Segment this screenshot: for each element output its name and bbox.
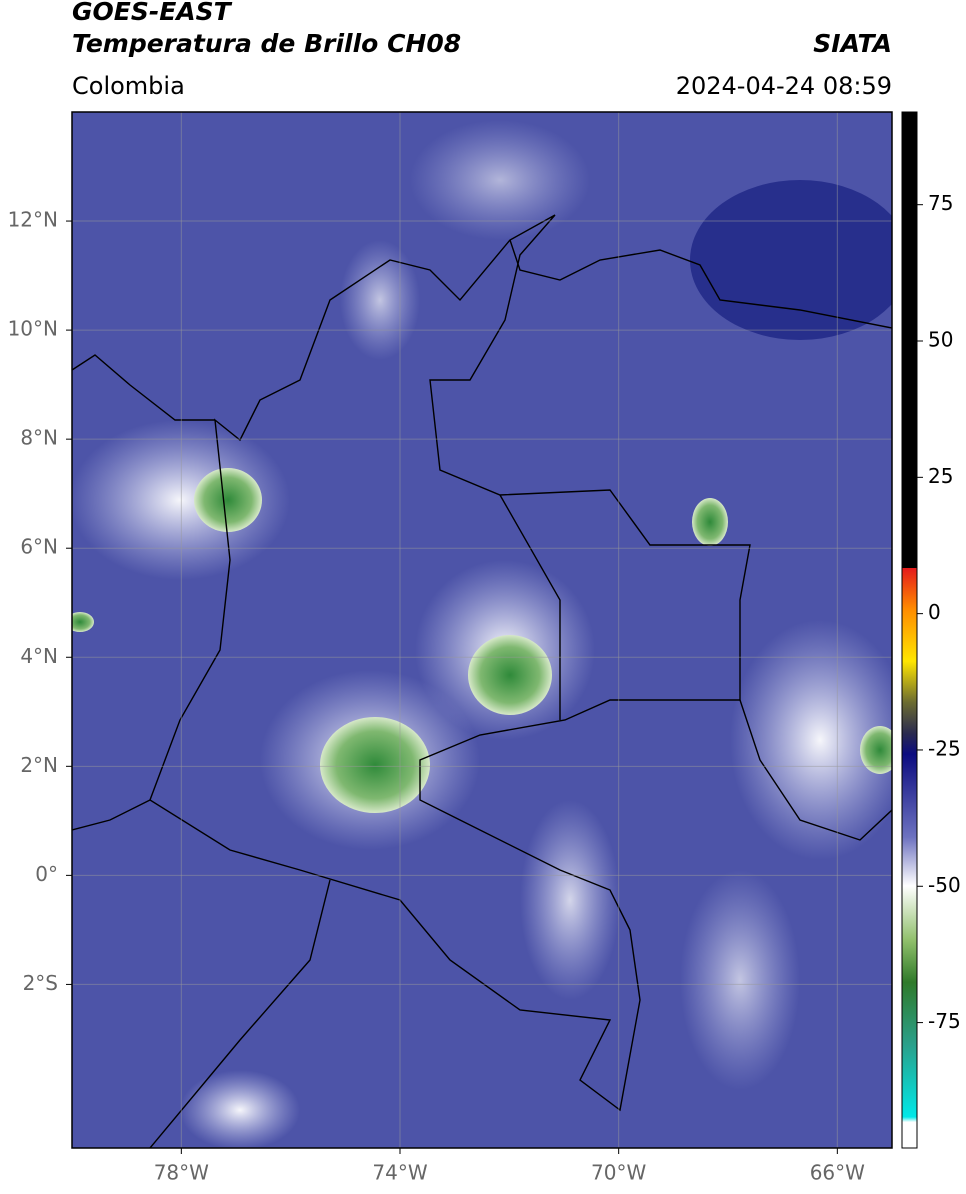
subtitle: Temperatura de Brillo CH08: [72, 29, 461, 58]
colorbar-tick-label: 0: [928, 600, 941, 624]
x-tick-label: 66°W: [810, 1161, 865, 1185]
x-tick-label: 74°W: [372, 1161, 427, 1185]
y-tick-label: 0°: [35, 862, 58, 886]
colorbar-tick-label: -25: [928, 736, 961, 760]
colorbar-tick-label: -50: [928, 873, 961, 897]
colorbar-tick-label: 75: [928, 191, 953, 215]
y-tick-label: 2°S: [23, 971, 58, 995]
colorbar-tick-label: 25: [928, 464, 953, 488]
map-frame: [71, 111, 893, 1149]
region: Colombia: [72, 72, 185, 100]
y-tick-label: 6°N: [20, 535, 58, 559]
source: SIATA: [813, 29, 892, 58]
y-tick-label: 2°N: [20, 753, 58, 777]
satellite-image: [72, 112, 892, 1148]
graticule: [72, 112, 892, 1148]
colorbar-tick-label: -75: [928, 1009, 961, 1033]
x-tick-label: 70°W: [591, 1161, 646, 1185]
y-tick-label: 8°N: [20, 426, 58, 450]
colorbar: [901, 111, 918, 1149]
y-tick-label: 12°N: [8, 208, 58, 232]
y-tick-label: 4°N: [20, 644, 58, 668]
colorbar-tick-label: 50: [928, 328, 953, 352]
x-tick-label: 78°W: [154, 1161, 209, 1185]
y-tick-label: 10°N: [8, 317, 58, 341]
timestamp: 2024-04-24 08:59: [676, 72, 892, 100]
title: GOES-EAST: [72, 0, 233, 26]
